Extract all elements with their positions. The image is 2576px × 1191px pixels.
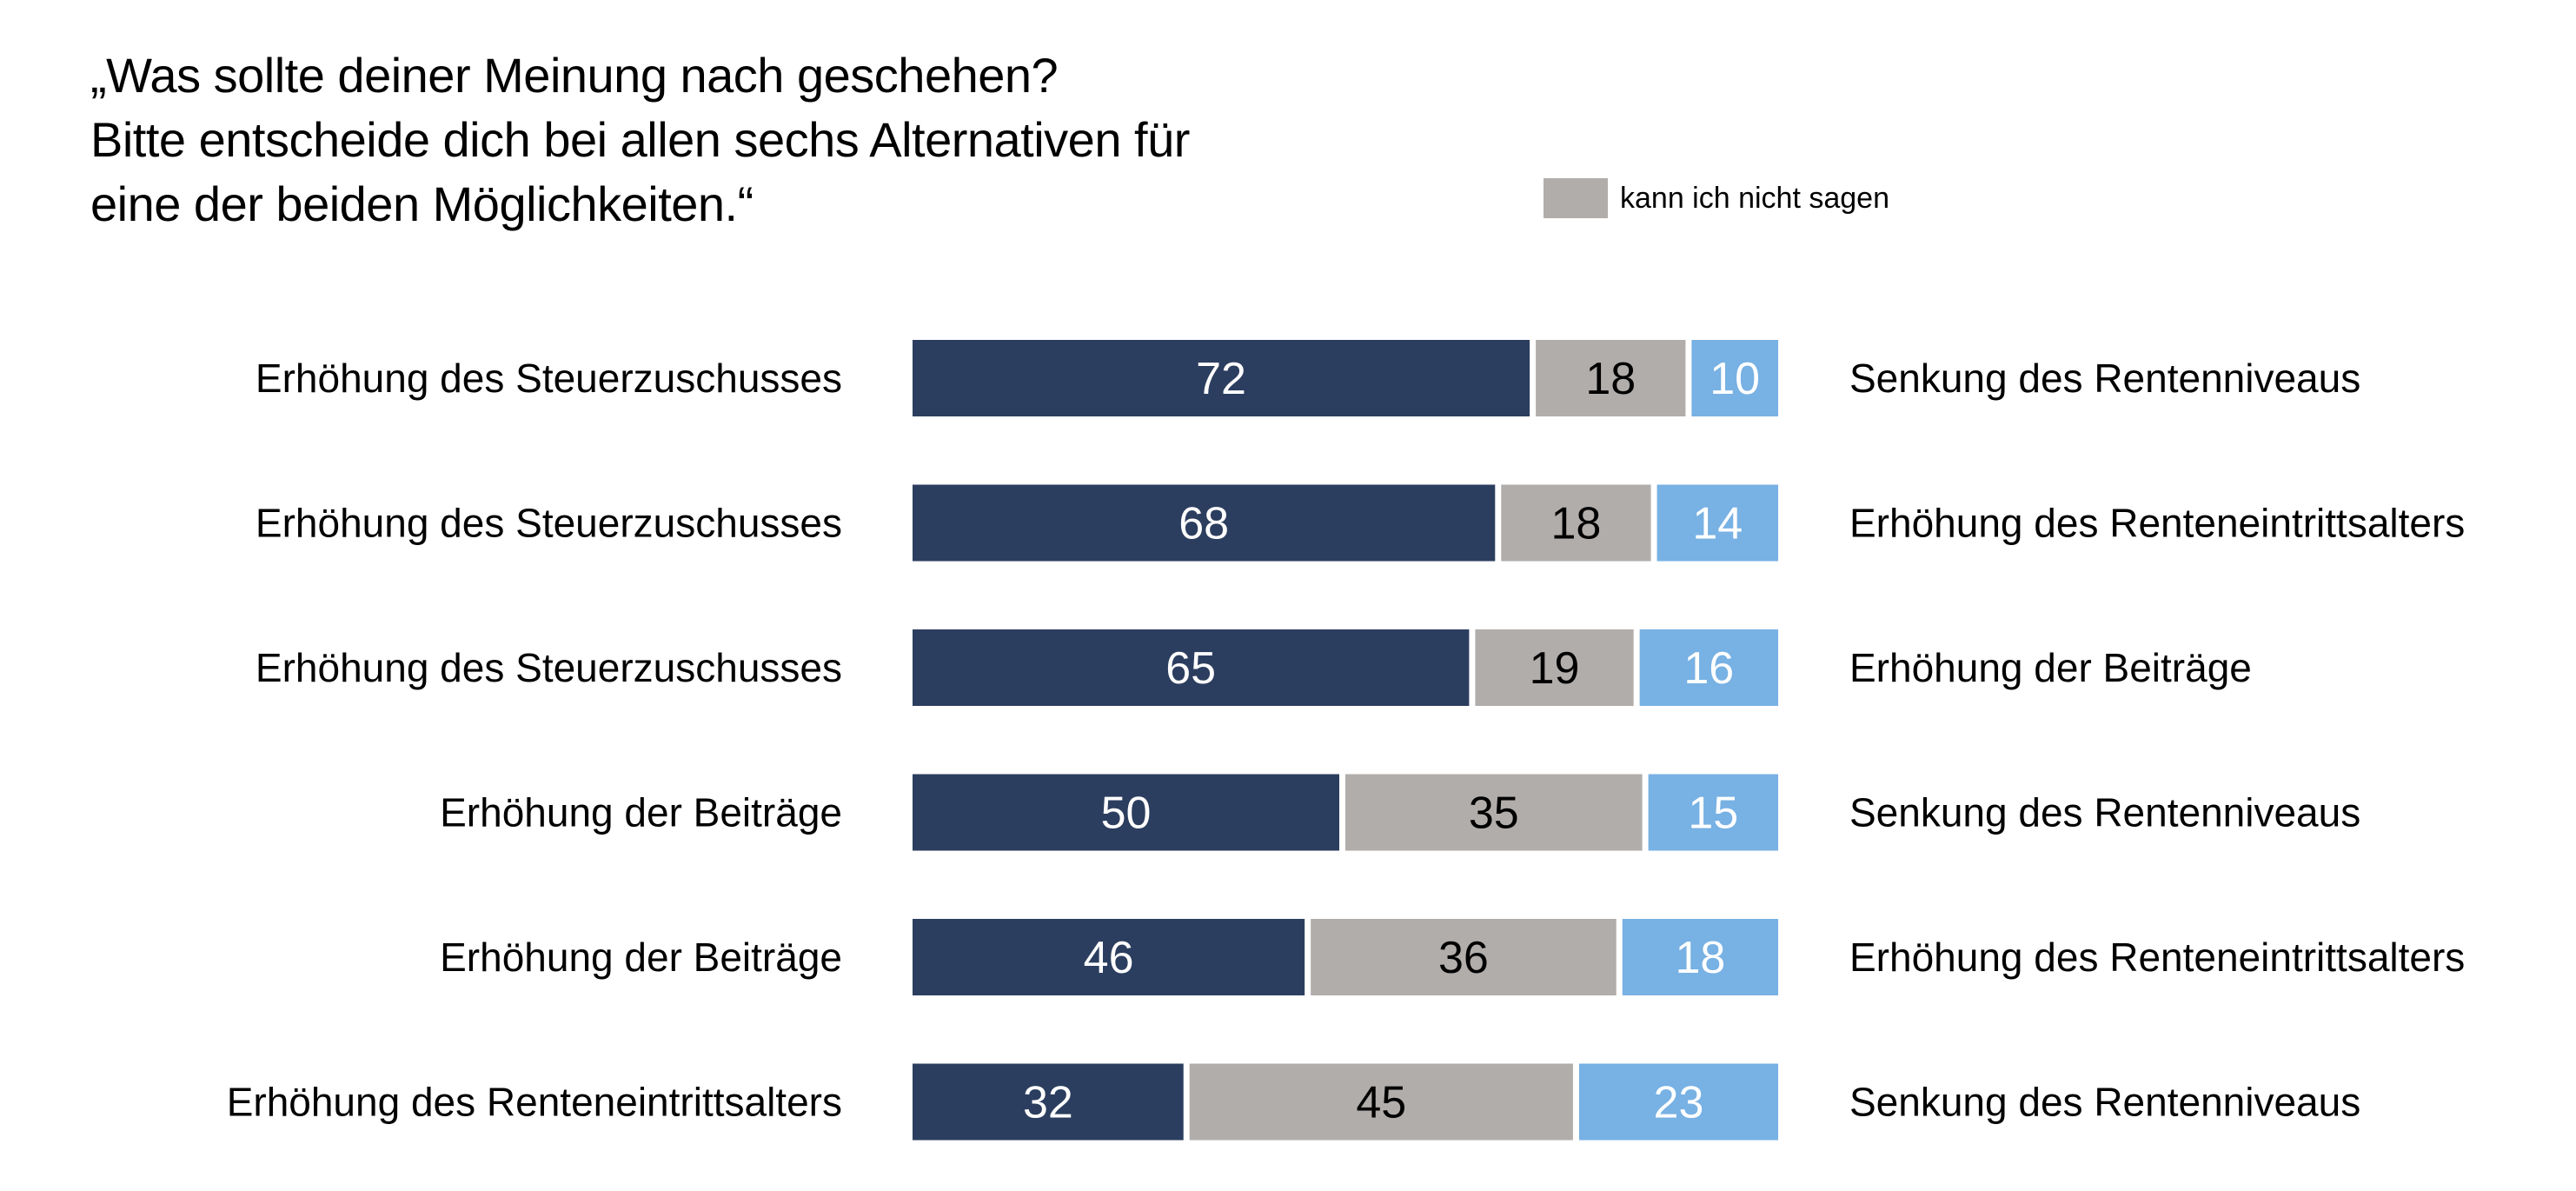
title-line: „Was sollte deiner Meinung nach geschehe… xyxy=(90,48,1059,103)
left-category-label: Erhöhung des Steuerzuschusses xyxy=(256,356,842,401)
legend-label: kann ich nicht sagen xyxy=(1620,181,1889,215)
bar-segment-left-option xyxy=(913,629,1470,706)
bar-segment-right-option xyxy=(1691,340,1778,416)
data-label: 45 xyxy=(1356,1078,1406,1128)
bar-segment-cant-say xyxy=(1536,340,1686,416)
bar-segment-left-option xyxy=(913,340,1530,416)
right-category-label: Senkung des Rentenniveaus xyxy=(1849,356,2360,401)
data-label: 10 xyxy=(1710,354,1760,404)
data-label: 16 xyxy=(1683,643,1734,694)
data-label: 46 xyxy=(1084,933,1134,983)
bar-segment-left-option xyxy=(913,1063,1184,1141)
bar-segment-cant-say xyxy=(1345,774,1643,851)
data-label: 18 xyxy=(1675,933,1725,983)
data-label: 18 xyxy=(1585,354,1636,404)
left-category-label: Erhöhung der Beiträge xyxy=(440,935,842,980)
data-label: 32 xyxy=(1023,1078,1073,1128)
left-category-label: Erhöhung des Renteneintrittsalters xyxy=(227,1080,842,1125)
bar-segment-left-option xyxy=(913,484,1496,562)
bar-segment-cant-say xyxy=(1189,1063,1573,1141)
data-label: 23 xyxy=(1654,1078,1704,1128)
bar-segment-right-option xyxy=(1639,629,1778,706)
bar-segment-cant-say xyxy=(1311,919,1617,995)
bar-segment-left-option xyxy=(913,774,1339,851)
right-category-label: Erhöhung des Renteneintrittsalters xyxy=(1849,935,2465,980)
left-category-label: Erhöhung der Beiträge xyxy=(440,790,842,835)
data-label: 35 xyxy=(1469,788,1519,839)
bar-segment-cant-say xyxy=(1501,484,1651,562)
bar-segment-right-option xyxy=(1622,919,1778,995)
chart-title: „Was sollte deiner Meinung nach geschehe… xyxy=(90,43,1190,236)
left-category-label: Erhöhung des Steuerzuschusses xyxy=(256,501,842,546)
bar-segment-cant-say xyxy=(1475,629,1634,706)
right-category-label: Senkung des Rentenniveaus xyxy=(1849,1080,2360,1125)
data-label: 68 xyxy=(1178,499,1229,549)
right-category-label: Erhöhung des Renteneintrittsalters xyxy=(1849,501,2465,546)
data-label: 36 xyxy=(1438,933,1489,983)
title-line: eine der beiden Möglichkeiten.“ xyxy=(90,176,754,231)
right-category-label: Erhöhung der Beiträge xyxy=(1849,645,2252,690)
title-line: Bitte entscheide dich bei allen sechs Al… xyxy=(90,112,1190,167)
data-label: 72 xyxy=(1196,354,1246,404)
right-category-label: Senkung des Rentenniveaus xyxy=(1849,790,2360,835)
data-label: 18 xyxy=(1550,499,1601,549)
data-label: 50 xyxy=(1101,788,1152,839)
bar-segment-right-option xyxy=(1648,774,1778,851)
data-label: 65 xyxy=(1165,643,1216,694)
legend: kann ich nicht sagen xyxy=(1544,178,1889,218)
bar-segment-left-option xyxy=(913,919,1305,995)
data-label: 14 xyxy=(1692,499,1743,549)
data-label: 15 xyxy=(1688,788,1738,839)
bar-segment-right-option xyxy=(1578,1063,1778,1141)
left-category-label: Erhöhung des Steuerzuschusses xyxy=(256,645,842,690)
bar-segment-right-option xyxy=(1656,484,1778,562)
legend-swatch-cant-say xyxy=(1544,178,1608,218)
data-label: 19 xyxy=(1530,643,1580,694)
